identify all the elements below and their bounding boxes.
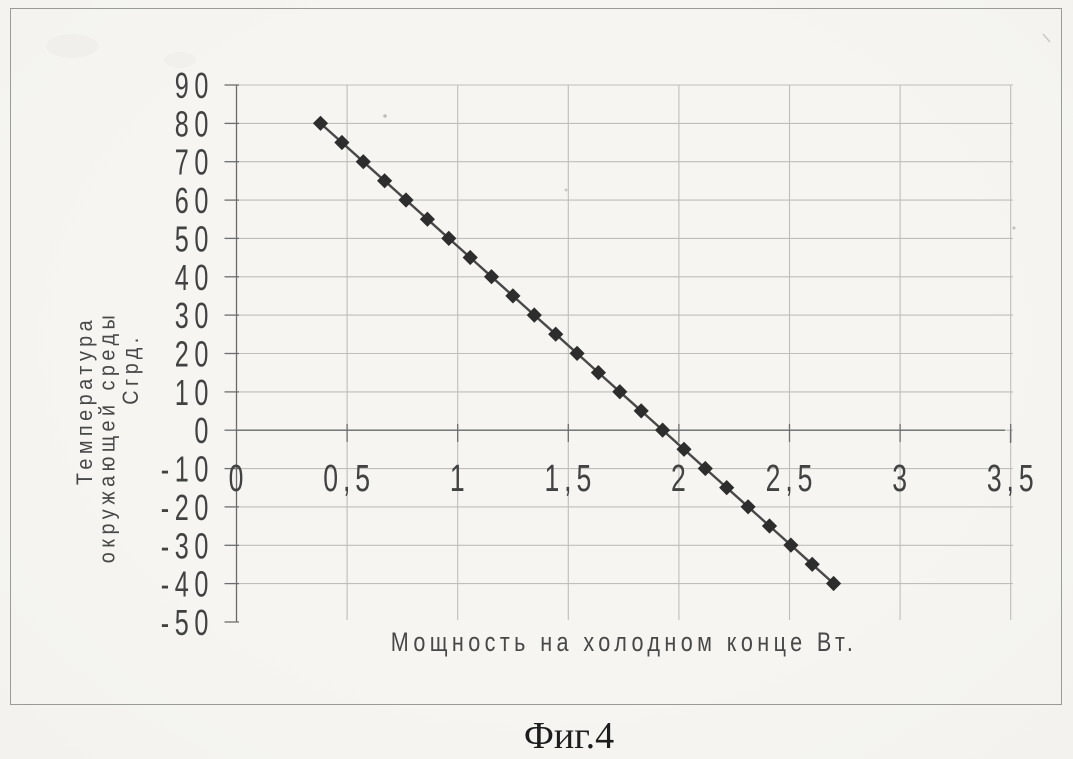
svg-text:1,5: 1,5: [544, 456, 596, 499]
svg-text:окружающей среды: окружающей среды: [95, 311, 119, 563]
svg-text:0,5: 0,5: [323, 456, 375, 499]
svg-text:-50: -50: [161, 603, 214, 644]
svg-text:3,5: 3,5: [987, 456, 1039, 499]
svg-text:Сгрд.: Сгрд.: [119, 333, 143, 405]
svg-text:3: 3: [892, 456, 912, 499]
svg-text:30: 30: [175, 296, 214, 337]
svg-text:2,5: 2,5: [766, 456, 818, 499]
svg-text:-20: -20: [161, 487, 214, 528]
svg-text:10: 10: [175, 372, 214, 413]
svg-text:2: 2: [671, 456, 691, 499]
svg-text:70: 70: [175, 142, 214, 183]
svg-text:20: 20: [175, 334, 214, 375]
svg-text:1: 1: [450, 456, 470, 499]
svg-text:-40: -40: [161, 564, 214, 605]
svg-text:0: 0: [194, 411, 214, 452]
svg-text:50: 50: [175, 219, 214, 260]
svg-text:-10: -10: [161, 449, 214, 490]
svg-text:40: 40: [175, 257, 214, 298]
svg-text:60: 60: [175, 181, 214, 222]
svg-text:0: 0: [229, 456, 249, 499]
svg-text:90: 90: [175, 66, 214, 107]
svg-text:80: 80: [175, 104, 214, 145]
svg-text:Температура: Температура: [73, 316, 97, 485]
svg-text:Мощность на холодном конце Вт.: Мощность на холодном конце Вт.: [391, 628, 858, 658]
svg-text:-30: -30: [161, 526, 214, 567]
